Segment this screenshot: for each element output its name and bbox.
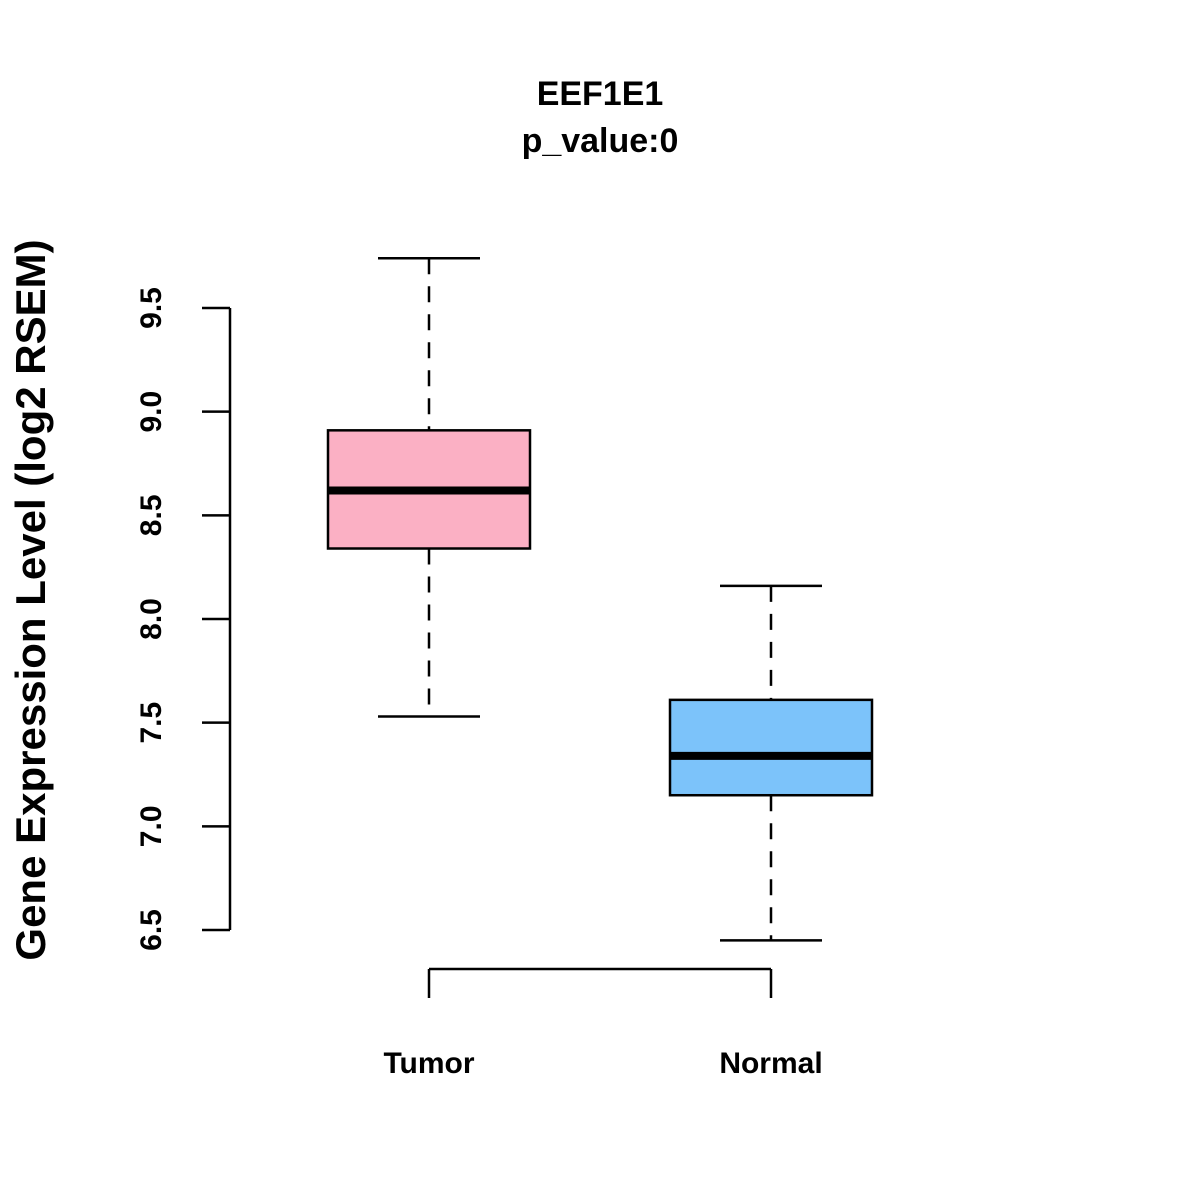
y-tick-label-6: 9.5 <box>135 287 168 329</box>
y-axis-label: Gene Expression Level (log2 RSEM) <box>7 239 54 960</box>
y-tick-label-5: 9.0 <box>135 391 168 433</box>
x-tick-label-normal: Normal <box>719 1047 822 1080</box>
x-axis: Tumor Normal <box>383 967 823 1080</box>
y-tick-label-3: 8.0 <box>135 598 168 640</box>
box-tumor <box>326 256 532 718</box>
y-axis: 6.5 7.0 7.5 8.0 8.5 9.0 9.5 <box>135 287 232 951</box>
chart-title: EEF1E1 <box>537 75 664 113</box>
chart-subtitle: p_value:0 <box>522 122 679 160</box>
y-tick-label-1: 7.0 <box>135 805 168 847</box>
y-tick-label-2: 7.5 <box>135 702 168 744</box>
box-normal <box>668 584 874 942</box>
iqr-box-normal <box>668 698 874 797</box>
x-tick-label-tumor: Tumor <box>383 1047 474 1080</box>
y-tick-label-0: 6.5 <box>135 909 168 951</box>
y-tick-label-4: 8.5 <box>135 494 168 536</box>
boxes-group <box>326 256 874 942</box>
